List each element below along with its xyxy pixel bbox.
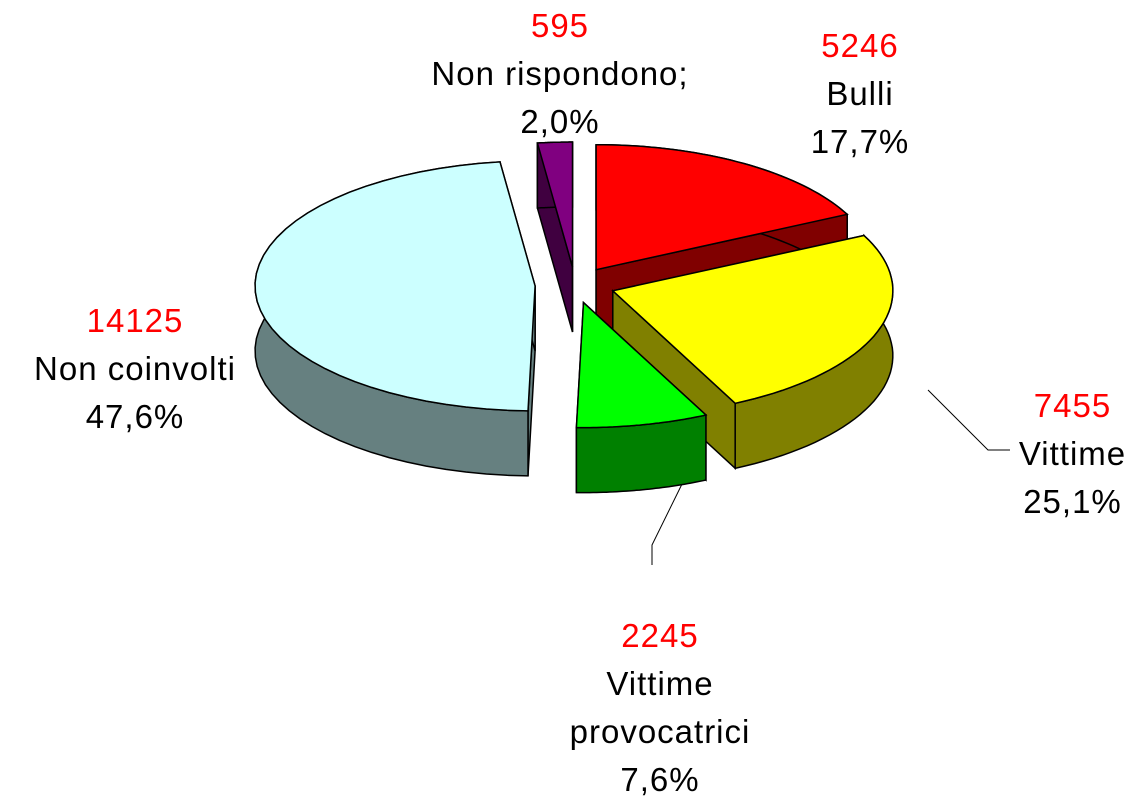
leader-line [651, 481, 684, 565]
pie-slice [575, 300, 708, 494]
pie-area [254, 141, 1010, 565]
slice-top [575, 300, 708, 429]
chart: 5246 Bulli 17,7% 7455 Vittime 25,1% 2245 Vittim… [10, 2, 1146, 798]
category-label: Bulli [826, 75, 894, 112]
percent-label: 2,0% [520, 103, 600, 140]
data-label: 14125 Non coinvolti 47,6% [10, 297, 260, 441]
count-label: 2245 [621, 617, 699, 654]
slice-top [611, 234, 894, 405]
percent-label: 25,1% [1023, 483, 1122, 520]
category-label: Vittime [1018, 435, 1127, 472]
count-label: 7455 [1033, 387, 1112, 424]
data-label: 7455 Vittime 25,1% [985, 382, 1146, 526]
pie-slice [536, 141, 574, 333]
percent-label: 17,7% [810, 123, 910, 160]
slice-top [254, 161, 536, 412]
slice-top [536, 141, 574, 268]
data-label: 5246 Bulli 17,7% [760, 22, 960, 166]
category-label: Non coinvolti [34, 350, 236, 387]
slice-top [595, 143, 849, 271]
data-label: 2245 Vittime provocatrici 7,6% [545, 612, 775, 804]
count-label: 5246 [821, 27, 899, 64]
category-label: Vittime provocatrici [569, 665, 751, 750]
count-label: 595 [530, 7, 590, 44]
pie-slice [254, 161, 536, 477]
percent-label: 7,6% [620, 761, 700, 798]
category-label: Non rispondono; [431, 55, 689, 92]
leader-line [927, 389, 1010, 451]
count-label: 14125 [86, 302, 184, 339]
data-label: 595 Non rispondono; 2,0% [370, 2, 750, 146]
percent-label: 47,6% [85, 398, 185, 435]
